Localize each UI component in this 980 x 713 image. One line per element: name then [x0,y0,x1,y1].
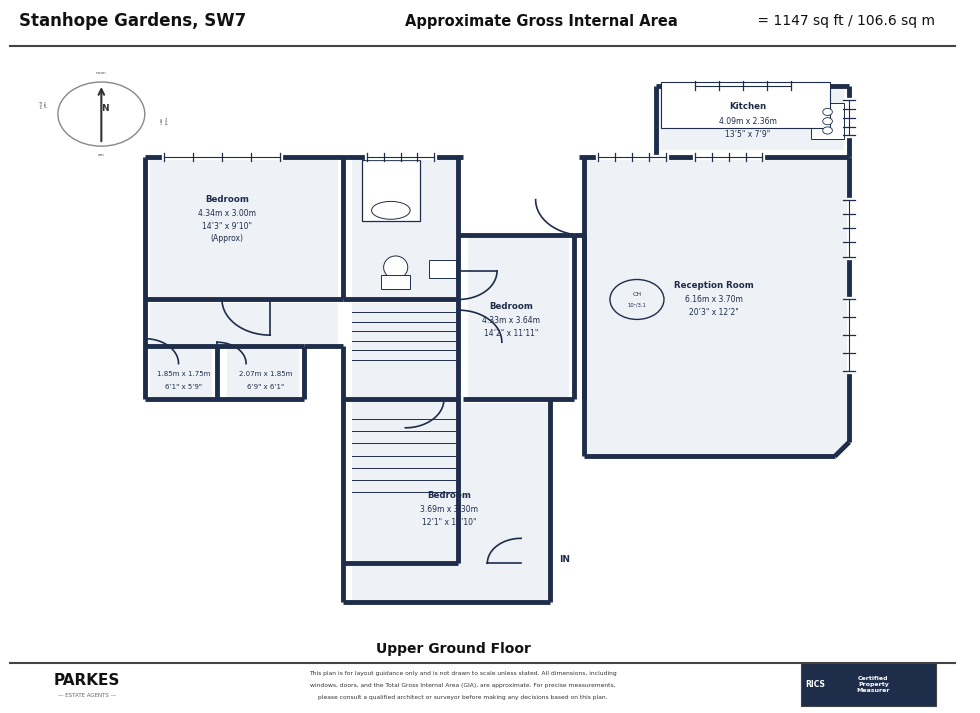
Text: mid
pm: mid pm [39,99,48,108]
Text: RICS: RICS [806,680,825,689]
Polygon shape [150,157,338,299]
Text: Bedroom: Bedroom [205,195,249,204]
Polygon shape [150,303,338,346]
Polygon shape [352,157,459,299]
Bar [801,663,936,706]
Text: Stanhope Gardens, SW7: Stanhope Gardens, SW7 [20,12,247,31]
Text: Bedroom: Bedroom [490,302,533,311]
Circle shape [823,118,832,125]
Polygon shape [226,346,299,399]
Ellipse shape [383,256,408,279]
Text: Reception Room: Reception Room [674,281,754,289]
Text: 3.69m x 3.30m: 3.69m x 3.30m [419,506,478,514]
Text: 6.16m x 3.70m: 6.16m x 3.70m [685,295,743,304]
Text: 2.07m x 1.85m: 2.07m x 1.85m [239,371,292,377]
Circle shape [823,127,832,134]
Ellipse shape [371,201,411,220]
Polygon shape [468,563,550,602]
Text: 1.85m x 1.75m: 1.85m x 1.75m [157,371,210,377]
Bar [662,82,830,128]
Text: This plan is for layout guidance only and is not drawn to scale unless stated. A: This plan is for layout guidance only an… [310,671,617,677]
Text: = 1147 sq ft / 106.6 sq m: = 1147 sq ft / 106.6 sq m [753,14,935,29]
Polygon shape [352,403,550,602]
Text: Approximate Gross Internal Area: Approximate Gross Internal Area [406,14,678,29]
Text: 14’2" x 11’11": 14’2" x 11’11" [484,329,539,338]
Text: — ESTATE AGENTS —: — ESTATE AGENTS — [58,692,116,698]
Text: CH: CH [632,292,642,297]
Text: Kitchen: Kitchen [729,103,766,111]
Bar [381,275,411,289]
Text: 6’9" x 6’1": 6’9" x 6’1" [247,384,284,390]
Polygon shape [352,303,459,563]
Text: 4.34m x 3.00m: 4.34m x 3.00m [198,210,256,218]
Bar [429,260,457,278]
Bar [810,103,845,139]
Bar [362,160,419,221]
Text: Bedroom: Bedroom [427,491,470,500]
Text: Certified
Property
Measurer: Certified Property Measurer [857,676,890,693]
Text: PARKES: PARKES [54,673,120,689]
Text: mid
am: mid am [158,117,167,125]
Text: am: am [98,153,105,158]
Circle shape [823,108,832,116]
Text: 6’1" x 5’9": 6’1" x 5’9" [165,384,202,390]
Text: 4.09m x 2.36m: 4.09m x 2.36m [719,117,777,125]
Text: 10²/3.1: 10²/3.1 [627,302,647,308]
Polygon shape [657,86,845,150]
Text: (Approx): (Approx) [211,235,243,243]
Text: noon: noon [96,71,107,75]
Polygon shape [468,235,569,399]
Text: 20’3" x 12’2": 20’3" x 12’2" [689,308,739,317]
Text: Upper Ground Floor: Upper Ground Floor [376,642,531,656]
Text: 13’5" x 7’9": 13’5" x 7’9" [725,130,770,138]
Circle shape [610,279,664,319]
Circle shape [58,82,145,146]
Polygon shape [150,346,213,399]
Polygon shape [584,157,850,456]
Text: 14’3" x 9’10": 14’3" x 9’10" [202,222,252,231]
Text: please consult a qualified architect or surveyor before making any decisions bas: please consult a qualified architect or … [318,694,608,700]
Text: 4.33m x 3.64m: 4.33m x 3.64m [482,317,541,325]
Text: IN: IN [559,555,570,564]
Text: N: N [101,104,109,113]
Text: 12’1" x 10’10": 12’1" x 10’10" [421,518,476,527]
Text: windows, doors, and the Total Gross Internal Area (GIA), are approximate. For pr: windows, doors, and the Total Gross Inte… [311,683,616,689]
